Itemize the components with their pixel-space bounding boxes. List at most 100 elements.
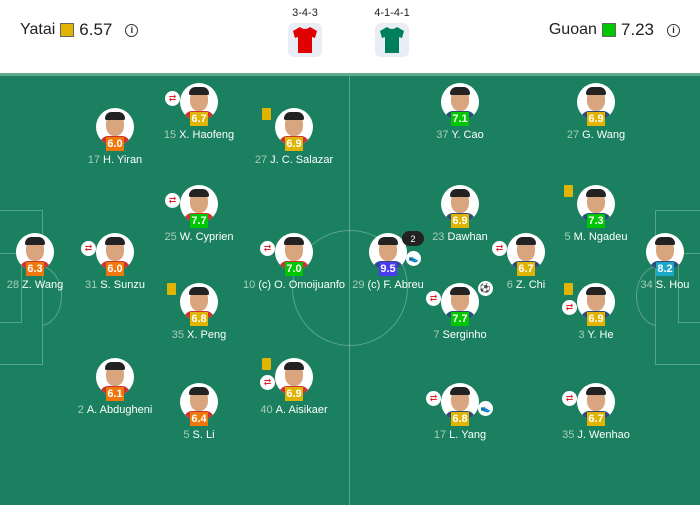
home-kit-icon bbox=[288, 23, 322, 57]
player-rating: 6.8 bbox=[451, 412, 469, 426]
player-number: 2 bbox=[77, 404, 84, 416]
player-number: 6 bbox=[506, 279, 513, 291]
player-name: G. Wang bbox=[582, 129, 626, 141]
player-name: Y. He bbox=[587, 329, 614, 341]
home-formation-label: 3-4-3 bbox=[292, 7, 318, 19]
home-team: Yatai 6.57 i bbox=[20, 20, 139, 40]
player-number: 37 bbox=[436, 129, 449, 141]
player-rating: 6.9 bbox=[285, 137, 303, 151]
player-number: 34 bbox=[640, 279, 653, 291]
player-rating: 6.4 bbox=[190, 412, 208, 426]
yellow-card-icon bbox=[564, 185, 573, 197]
player-label: 35 J. Wenhao bbox=[526, 429, 666, 441]
player-label: 31 S. Sunzu bbox=[45, 279, 185, 291]
substitution-icon: ⇄ bbox=[426, 391, 441, 406]
player-name: A. Abdugheni bbox=[86, 404, 153, 416]
yellow-card-icon bbox=[262, 358, 271, 370]
player-number: 40 bbox=[260, 404, 273, 416]
player-rating: 7.3 bbox=[587, 214, 605, 228]
player-number: 5 bbox=[564, 231, 571, 243]
substitution-icon: ⇄ bbox=[562, 391, 577, 406]
away-team: Guoan 7.23 i bbox=[549, 20, 680, 40]
info-icon[interactable]: i bbox=[667, 23, 680, 37]
substitution-icon: ⇄ bbox=[165, 193, 180, 208]
away-kit-icon bbox=[375, 23, 409, 57]
player-name: Z. Chi bbox=[515, 279, 546, 291]
player-number: 7 bbox=[433, 329, 440, 341]
yellow-card-icon bbox=[167, 283, 176, 295]
player-avatar bbox=[180, 185, 218, 223]
player-name: Z. Wang bbox=[22, 279, 64, 291]
home-team-rating: 6.57 bbox=[79, 20, 113, 39]
substitution-icon: ⇄ bbox=[260, 241, 275, 256]
player-rating: 6.9 bbox=[587, 112, 605, 126]
player-label: 2 A. Abdugheni bbox=[45, 404, 185, 416]
substitution-icon: ⇄ bbox=[165, 91, 180, 106]
player-rating: 6.0 bbox=[106, 262, 124, 276]
player-name: Serginho bbox=[442, 329, 487, 341]
player-number: 15 bbox=[163, 129, 177, 141]
player-rating: 7.7 bbox=[451, 312, 469, 326]
home-formation: 3-4-3 bbox=[285, 7, 325, 57]
right-goal-box bbox=[678, 253, 700, 323]
player-name: (c) F. Abreu bbox=[367, 279, 424, 291]
player-label: 27 J. C. Salazar bbox=[224, 154, 364, 166]
centre-circle bbox=[292, 230, 408, 346]
goal-icon: ⚽ bbox=[478, 281, 493, 296]
player-label: 27 G. Wang bbox=[526, 129, 666, 141]
player-label: 35 X. Peng bbox=[129, 329, 269, 341]
goal-count: 2 bbox=[410, 233, 416, 244]
away-team-name: Guoan bbox=[548, 21, 597, 38]
home-rating-swatch bbox=[60, 23, 75, 37]
player-label: 37 Y. Cao bbox=[390, 129, 530, 141]
assist-icon: 👟 bbox=[478, 401, 493, 416]
player-label: 40 A. Aisikaer bbox=[224, 404, 364, 416]
substitution-icon: ⇄ bbox=[260, 375, 275, 390]
player-number: 35 bbox=[171, 329, 185, 341]
player-name: H. Yiran bbox=[103, 154, 143, 166]
player-avatar bbox=[646, 233, 684, 271]
goals-icon: 2 bbox=[402, 231, 424, 246]
substitution-icon: ⇄ bbox=[562, 300, 577, 315]
player-name: Y. Cao bbox=[451, 129, 484, 141]
player-rating: 6.8 bbox=[190, 312, 208, 326]
player-rating: 6.3 bbox=[26, 262, 44, 276]
home-team-name: Yatai bbox=[20, 21, 56, 38]
substitution-icon: ⇄ bbox=[81, 241, 96, 256]
player-label: 5 S. Li bbox=[129, 429, 269, 441]
player-label: 7 Serginho bbox=[390, 329, 530, 341]
left-goal-box bbox=[0, 253, 22, 323]
player-label: 6 Z. Chi bbox=[456, 279, 596, 291]
player-rating: 7.1 bbox=[451, 112, 469, 126]
player-name: L. Yang bbox=[449, 429, 487, 441]
player-label: 25 W. Cyprien bbox=[129, 231, 269, 243]
player-rating: 6.7 bbox=[190, 112, 208, 126]
player-label: 34 S. Hou bbox=[595, 279, 700, 291]
player-label: 23 Dawhan bbox=[390, 231, 530, 243]
player-number: 27 bbox=[566, 129, 580, 141]
player-rating: 6.7 bbox=[517, 262, 535, 276]
player-number: 29 bbox=[352, 279, 365, 291]
yellow-card-icon bbox=[262, 108, 271, 120]
player-name: S. Sunzu bbox=[100, 279, 145, 291]
pitch: 6.3 28 Z. Wang 6.0 31 S. Sunzu ⇄ 6.0 17 H. Y… bbox=[0, 73, 700, 505]
player-number: 17 bbox=[87, 154, 101, 166]
player-number: 17 bbox=[433, 429, 447, 441]
player-name: X. Haofeng bbox=[179, 129, 235, 141]
player-label: 17 L. Yang bbox=[390, 429, 530, 441]
player-number: 35 bbox=[562, 429, 575, 441]
yellow-card-icon bbox=[564, 283, 573, 295]
player-label: 29 (c) F. Abreu bbox=[318, 279, 458, 291]
player-name: (c) O. Omoijuanfo bbox=[258, 279, 346, 291]
player-avatar bbox=[96, 358, 134, 396]
player-number: 5 bbox=[183, 429, 190, 441]
player-rating: 8.2 bbox=[656, 262, 674, 276]
player-number: 27 bbox=[254, 154, 268, 166]
player-rating: 6.9 bbox=[285, 387, 303, 401]
player-name: J. Wenhao bbox=[577, 429, 630, 441]
player-rating: 6.9 bbox=[587, 312, 605, 326]
info-icon[interactable]: i bbox=[125, 23, 139, 37]
player-label: 17 H. Yiran bbox=[45, 154, 185, 166]
player-number: 23 bbox=[432, 231, 445, 243]
player-name: S. Hou bbox=[655, 279, 690, 291]
